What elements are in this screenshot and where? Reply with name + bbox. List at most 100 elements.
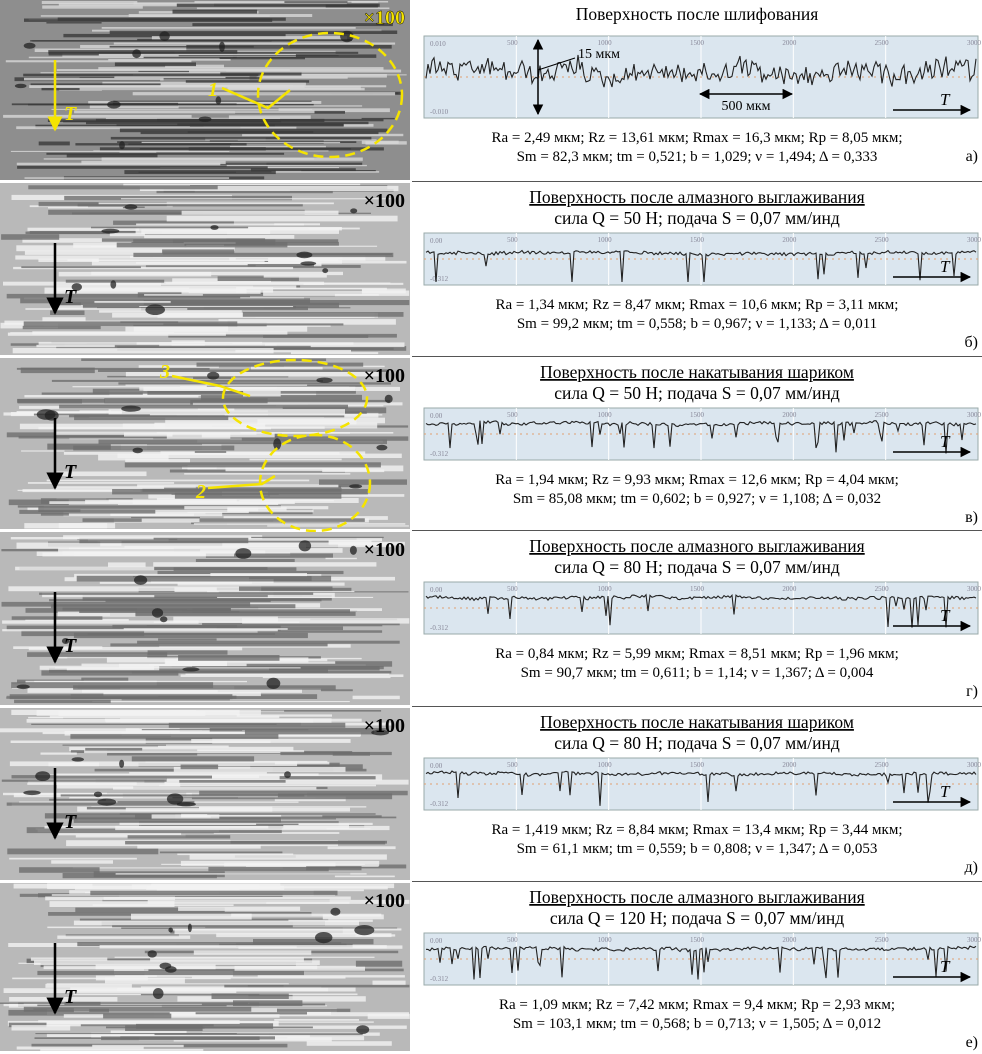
profile-x-label: 3000 [967, 585, 982, 593]
surface-streak [52, 109, 313, 110]
surface-streak [51, 860, 113, 864]
surface-streak [189, 147, 266, 150]
magnification: ×100 [364, 190, 405, 212]
surface-streak [194, 951, 311, 955]
surface-streak [10, 694, 233, 699]
micrograph [0, 708, 410, 880]
surface-streak [24, 1007, 252, 1012]
surface-streak [147, 625, 382, 626]
profile-y-label: -0.010 [430, 108, 449, 116]
surface-streak [110, 31, 398, 35]
profile-x-label: 3000 [967, 411, 982, 419]
surface-streak [48, 207, 123, 209]
surface-pit [110, 280, 116, 288]
surface-pit [107, 101, 121, 109]
surface-streak [39, 593, 313, 595]
surface-streak [178, 907, 300, 911]
surface-streak [131, 517, 200, 518]
surface-streak [88, 633, 275, 635]
surface-streak [106, 600, 271, 602]
surface-streak [125, 1025, 203, 1031]
surface-streak [224, 985, 409, 988]
surface-pit [235, 548, 251, 559]
surface-pit [119, 760, 124, 768]
profile-x-label: 2500 [875, 585, 890, 593]
surface-streak [132, 671, 391, 674]
surface-streak [158, 746, 229, 748]
surface-streak [182, 290, 261, 294]
surface-streak [91, 227, 248, 229]
roughness-params: Ra = 0,84 мкм; Rz = 5,99 мкм; Rmax = 8,5… [495, 646, 899, 662]
surface-pit [350, 208, 357, 213]
surface-streak [208, 867, 328, 871]
surface-streak [195, 451, 226, 453]
profile-x-label: 500 [507, 585, 518, 593]
surface-streak [120, 823, 373, 825]
panel-title: сила Q = 120 Н; подача S = 0,07 мм/инд [550, 908, 844, 928]
surface-streak [132, 756, 254, 762]
surface-pit [72, 757, 84, 761]
surface-streak [280, 752, 391, 755]
region-marker: 3 [159, 361, 170, 383]
profile-x-label: 3000 [967, 236, 982, 244]
surface-streak [124, 170, 275, 174]
surface-streak [13, 348, 274, 353]
surface-pit [207, 372, 219, 380]
profile-x-label: 500 [507, 411, 518, 419]
surface-pit [159, 31, 169, 41]
profile-y-label: 0.00 [430, 237, 443, 245]
surface-streak [356, 961, 402, 967]
surface-streak [163, 323, 343, 325]
surface-streak [9, 858, 137, 860]
profile-x-label: 2500 [875, 761, 890, 769]
surface-streak [202, 433, 275, 437]
profile-x-label: 2000 [782, 585, 797, 593]
surface-streak [133, 239, 338, 242]
surface-pit [165, 966, 177, 973]
profile-x-label: 1000 [598, 411, 613, 419]
surface-streak [77, 576, 331, 582]
surface-streak [322, 469, 384, 472]
profile-x-label: 2500 [875, 936, 890, 944]
scale-label: 500 мкм [721, 99, 770, 114]
surface-streak [148, 650, 228, 655]
panel-title: Поверхность после накатывания шариком [540, 712, 854, 732]
surface-streak [257, 77, 348, 79]
surface-streak [57, 69, 290, 71]
surface-streak [174, 587, 216, 590]
surface-streak [32, 40, 271, 41]
panel-title: сила Q = 80 Н; подача S = 0,07 мм/инд [554, 557, 840, 577]
surface-streak [284, 1, 351, 3]
surface-streak [20, 424, 265, 430]
surface-streak [181, 765, 219, 770]
panel-label: г) [966, 683, 978, 700]
region-marker: 1 [208, 79, 218, 101]
surface-streak [197, 8, 390, 10]
roughness-params: Ra = 1,34 мкм; Rz = 8,47 мкм; Rmax = 10,… [496, 297, 899, 313]
panel-label: в) [965, 509, 978, 526]
surface-streak [36, 345, 114, 347]
surface-streak [24, 523, 107, 528]
surface-pit [37, 409, 56, 420]
surface-streak [24, 395, 198, 397]
surface-streak [177, 4, 380, 7]
profile-y-label: 0.00 [430, 586, 443, 594]
surface-streak [55, 667, 301, 668]
surface-streak [142, 142, 341, 143]
profile-x-label: 1500 [690, 761, 705, 769]
panel-title: сила Q = 50 Н; подача S = 0,07 мм/инд [554, 383, 840, 403]
surface-streak [49, 799, 106, 801]
surface-streak [174, 567, 297, 571]
surface-pit [124, 204, 137, 209]
surface-streak [309, 228, 360, 230]
panel-title: Поверхность после шлифования [576, 4, 819, 24]
surface-streak [122, 699, 230, 700]
magnification: ×100 [364, 539, 405, 561]
surface-streak [144, 235, 294, 239]
profile-x-label: 2000 [782, 39, 797, 47]
surface-streak [319, 479, 407, 484]
surface-streak [243, 312, 404, 317]
surface-streak [207, 591, 354, 592]
panel-title: Поверхность после алмазного выглаживания [529, 187, 864, 207]
surface-pit [376, 445, 387, 451]
